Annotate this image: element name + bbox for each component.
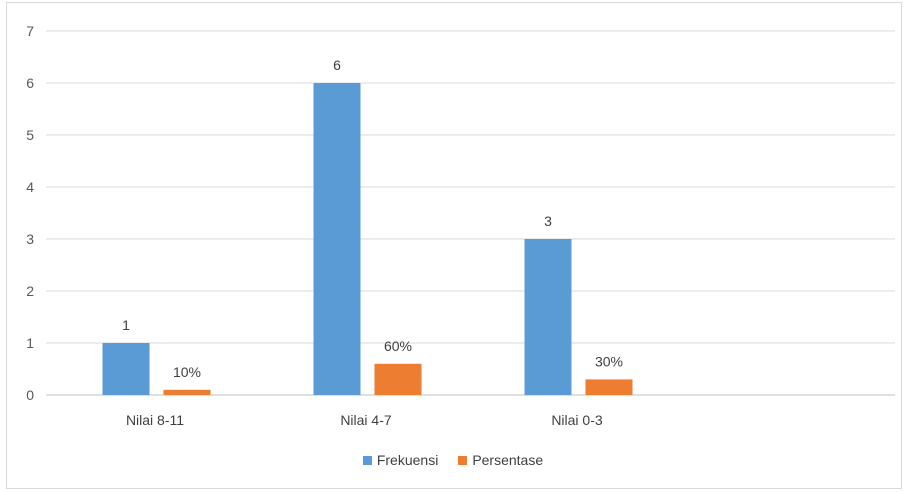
category-label: Nilai 0-3: [551, 412, 603, 428]
bar-frekuensi-2: [313, 83, 361, 395]
legend-label-persentase: Persentase: [472, 452, 544, 468]
data-label-frekuensi-2: 6: [333, 57, 341, 73]
gridlines: [46, 30, 895, 396]
y-tick-label: 5: [26, 127, 34, 143]
y-tick-label: 2: [26, 283, 34, 299]
y-tick-label: 6: [26, 75, 34, 91]
legend: Frekuensi Persentase: [0, 452, 906, 468]
bar-persentase-2: [374, 363, 422, 395]
legend-swatch-frekuensi: [362, 455, 372, 465]
bar-persentase-3: [585, 379, 633, 395]
x-axis-labels: Nilai 8-11 Nilai 4-7 Nilai 0-3: [126, 412, 603, 428]
legend-label-frekuensi: Frekuensi: [376, 452, 439, 468]
data-label-persentase-3: 30%: [595, 353, 623, 369]
bar-frekuensi-3: [524, 239, 572, 395]
y-tick-label: 3: [26, 231, 34, 247]
legend-item-persentase: Persentase: [458, 452, 543, 468]
data-label-persentase-1: 10%: [173, 364, 201, 380]
category-label: Nilai 4-7: [340, 412, 392, 428]
legend-swatch-persentase: [458, 455, 468, 465]
y-tick-label: 1: [26, 335, 34, 351]
data-label-frekuensi-1: 1: [122, 317, 130, 333]
y-tick-label: 4: [26, 179, 34, 195]
category-label: Nilai 8-11: [126, 412, 184, 428]
bars: [102, 83, 633, 395]
data-label-frekuensi-3: 3: [544, 213, 552, 229]
bar-frekuensi-1: [102, 343, 150, 395]
data-labels: 1 6 3 10% 60% 30%: [122, 57, 623, 380]
y-axis-ticks: 0 1 2 3 4 5 6 7: [26, 23, 34, 403]
data-label-persentase-2: 60%: [384, 338, 412, 354]
y-tick-label: 7: [26, 23, 34, 39]
legend-item-frekuensi: Frekuensi: [362, 452, 439, 468]
bar-persentase-1: [163, 389, 211, 395]
y-tick-label: 0: [26, 387, 34, 403]
